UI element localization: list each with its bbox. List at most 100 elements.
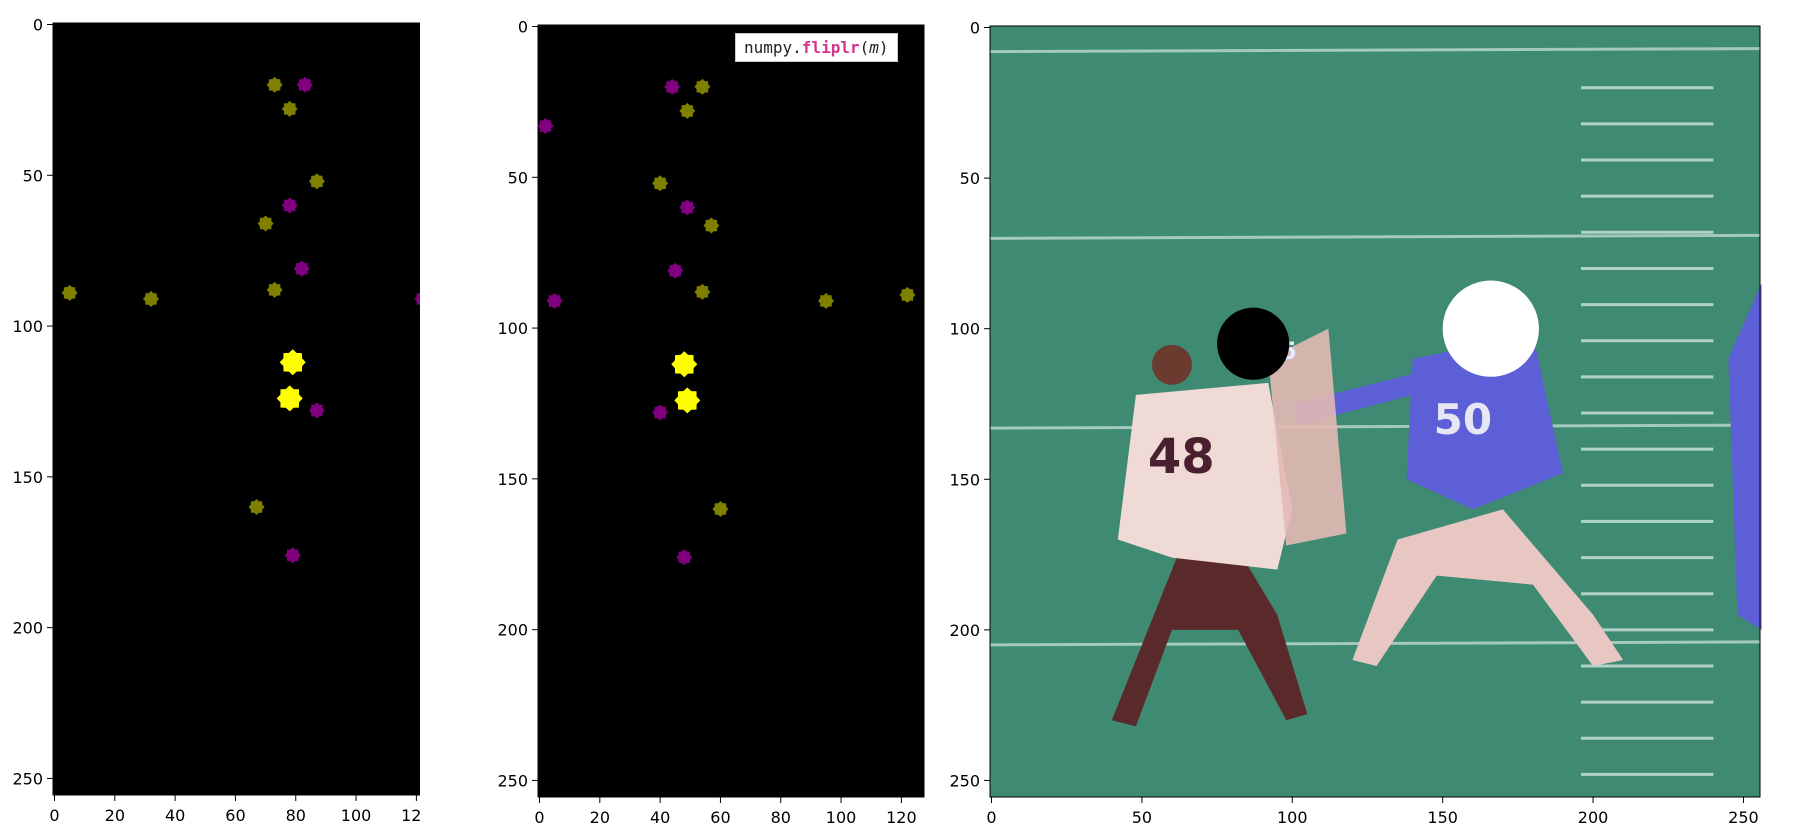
jersey-number: 50	[1434, 395, 1492, 444]
annotation-close: )	[878, 38, 889, 57]
annotation-arg: m	[869, 38, 879, 57]
annotation-module: numpy.	[744, 38, 802, 57]
keypoint-marker	[652, 404, 669, 421]
yard-line	[989, 47, 1761, 54]
keypoint-marker	[712, 501, 729, 517]
keypoint-marker	[679, 102, 696, 119]
keypoint-marker	[546, 292, 563, 309]
keypoint-marker	[257, 215, 274, 232]
plot-frame	[52, 22, 420, 796]
plot-frame	[537, 24, 925, 798]
keypoint-marker	[652, 175, 669, 192]
player-legs	[1352, 509, 1624, 666]
x-tick-label: 150	[1427, 808, 1458, 827]
keypoint-marker	[308, 402, 325, 419]
x-tick-label: 40	[650, 808, 670, 827]
keypoint-marker	[671, 351, 698, 378]
x-tick-label: 60	[225, 806, 245, 825]
y-tick-label: 150	[12, 468, 43, 487]
y-tick-label: 100	[497, 319, 528, 338]
y-tick-label: 200	[949, 621, 980, 640]
jersey-number: 48	[1148, 429, 1215, 485]
x-tick-label: 250	[1728, 808, 1759, 827]
keypoint-marker	[537, 118, 554, 134]
keypoint-marker	[143, 290, 159, 307]
y-tick-label: 100	[949, 320, 980, 339]
heatmap-panel-flipped: 0 20 40 60 80 100 120 0 50 100 150 200 250	[497, 18, 925, 827]
field-background	[990, 26, 1760, 797]
keypoint-marker	[284, 547, 301, 564]
keypoint-marker	[818, 292, 834, 309]
x-tick-label: 50	[1132, 808, 1152, 827]
x-tick-label: 120	[886, 808, 917, 827]
plot-frame	[989, 25, 1761, 798]
x-tick-label: 100	[1277, 808, 1308, 827]
y-tick-label: 200	[497, 621, 528, 640]
x-tick-label: 200	[1578, 808, 1609, 827]
y-tick-label: 100	[12, 317, 43, 336]
x-tick-label: 0	[986, 808, 996, 827]
player-white-jersey: 48	[1111, 344, 1308, 727]
x-tick-label: 80	[771, 808, 791, 827]
y-tick-label: 200	[12, 619, 43, 638]
keypoint-marker	[667, 262, 684, 279]
y-tick-label: 0	[970, 19, 980, 38]
keypoint-marker	[276, 385, 303, 412]
player-legs	[1111, 539, 1308, 727]
y-tick-label: 50	[960, 169, 980, 188]
x-tick-label: 100	[826, 808, 857, 827]
keypoint-marker	[676, 549, 693, 566]
fliplr-annotation: numpy.fliplr(m)	[735, 33, 898, 62]
x-tick-label: 80	[286, 806, 306, 825]
player-torso	[1117, 382, 1293, 570]
keypoint-marker	[61, 284, 78, 301]
x-tick-label: 20	[590, 808, 610, 827]
keypoint-marker	[308, 173, 325, 190]
keypoint-marker	[248, 499, 265, 515]
y-tick-label: 150	[949, 470, 980, 489]
keypoint-marker	[664, 78, 681, 95]
y-tick-label: 250	[949, 771, 980, 790]
keypoint-marker	[296, 76, 313, 93]
x-tick-label: 40	[165, 806, 185, 825]
face-blur-marker	[1217, 307, 1290, 380]
x-tick-label: 120	[401, 806, 420, 825]
y-tick-label: 50	[23, 166, 43, 185]
yard-line	[989, 233, 1761, 240]
annotation-func: fliplr	[801, 38, 860, 57]
player-torso	[1406, 334, 1563, 510]
yard-line	[989, 423, 1761, 430]
face-blur-marker	[1442, 280, 1539, 377]
keypoint-marker	[281, 197, 298, 214]
plot-area	[53, 23, 420, 795]
player-helmet	[1151, 344, 1192, 385]
keypoint-marker	[281, 100, 298, 117]
keypoint-marker	[279, 349, 306, 376]
keypoint-marker	[674, 387, 701, 414]
x-tick-label: 20	[105, 806, 125, 825]
annotation-open: (	[859, 38, 870, 57]
player-behind	[1268, 328, 1347, 546]
y-tick-label: 50	[508, 168, 528, 187]
x-tick-label: 60	[710, 808, 730, 827]
keypoint-marker	[694, 283, 711, 300]
y-tick-label: 150	[497, 470, 528, 489]
y-tick-label: 250	[497, 771, 528, 790]
keypoint-marker	[266, 281, 283, 298]
x-tick-label: 0	[534, 808, 544, 827]
keypoint-marker	[679, 199, 696, 216]
keypoint-marker	[694, 78, 711, 95]
keypoint-marker	[293, 260, 310, 277]
heatmap-panel-original: 0 20 40 60 80 100 120 0 50 100 150 200 250	[12, 16, 420, 825]
plot-area	[538, 25, 924, 797]
y-tick-label: 250	[12, 769, 43, 788]
y-tick-label: 0	[33, 16, 43, 35]
x-tick-label: 0	[49, 806, 59, 825]
x-tick-label: 100	[341, 806, 372, 825]
keypoint-marker	[266, 76, 283, 93]
keypoint-marker	[899, 286, 916, 303]
player-right-edge	[1728, 283, 1762, 630]
keypoint-marker	[414, 293, 420, 305]
keypoint-marker	[703, 217, 720, 234]
